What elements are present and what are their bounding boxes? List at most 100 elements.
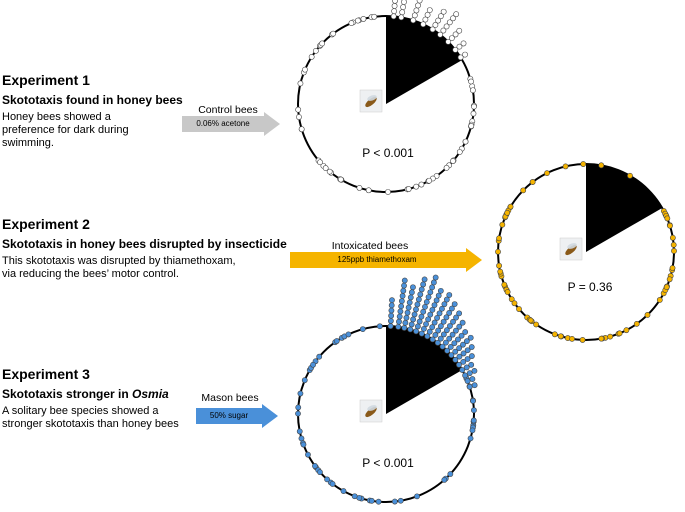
data-point — [516, 306, 522, 312]
data-point — [329, 481, 336, 487]
arrow-1-label: Control bees — [198, 104, 258, 116]
data-point — [300, 441, 307, 448]
data-point — [427, 289, 434, 296]
data-point — [295, 410, 301, 417]
data-point — [387, 318, 394, 324]
data-point — [417, 291, 424, 298]
data-point — [413, 328, 419, 335]
data-point — [413, 306, 419, 313]
data-point — [392, 0, 398, 4]
data-point — [623, 327, 630, 334]
data-point — [453, 11, 460, 18]
data-point — [434, 315, 440, 321]
data-point — [429, 26, 436, 33]
data-point — [446, 292, 453, 298]
data-point — [345, 331, 352, 338]
experiment-1-text: Experiment 1 Skototaxis found in honey b… — [2, 72, 183, 150]
data-point — [440, 318, 447, 325]
data-point — [456, 310, 463, 317]
data-point — [469, 427, 476, 434]
data-point — [418, 313, 425, 320]
data-point — [439, 343, 446, 350]
data-point — [456, 323, 463, 330]
data-point — [305, 451, 311, 458]
data-point — [322, 165, 329, 171]
data-point — [337, 176, 344, 183]
arrow-2 — [290, 248, 482, 272]
experiment-3-description: A solitary bee species showed a stronger… — [2, 405, 179, 430]
data-point — [598, 162, 605, 169]
data-point — [663, 284, 670, 290]
data-point — [467, 334, 474, 341]
data-point — [401, 0, 407, 5]
data-point — [429, 336, 436, 343]
data-point — [467, 435, 474, 442]
data-point — [656, 297, 663, 303]
data-point — [457, 54, 464, 61]
data-point — [471, 382, 478, 389]
data-point — [310, 361, 316, 368]
dark-sector — [386, 16, 463, 104]
data-point — [360, 16, 367, 22]
data-point — [425, 294, 432, 301]
data-point — [462, 329, 469, 335]
data-point — [670, 241, 677, 248]
data-point — [414, 301, 421, 308]
data-point — [452, 356, 459, 363]
experiment-1-subtitle: Skototaxis found in honey bees — [2, 93, 183, 107]
data-point — [387, 323, 394, 330]
data-point — [316, 353, 323, 360]
data-point — [447, 323, 453, 329]
data-point — [450, 318, 456, 325]
data-point — [430, 279, 437, 286]
experiment-2-text: Experiment 2 Skototaxis in honey bees di… — [2, 216, 287, 281]
data-point — [449, 331, 456, 338]
data-point — [385, 189, 391, 195]
data-point — [330, 30, 337, 37]
data-point — [468, 353, 475, 359]
data-point — [317, 469, 323, 476]
data-point — [401, 282, 407, 289]
data-point — [443, 327, 450, 334]
data-point — [354, 17, 361, 24]
data-point — [452, 46, 459, 53]
data-point — [415, 296, 422, 303]
data-point — [456, 353, 463, 360]
bee-wing-icon — [367, 95, 377, 101]
data-point — [416, 0, 423, 4]
data-point — [607, 333, 614, 340]
data-point — [312, 47, 319, 54]
data-point — [443, 164, 450, 171]
data-point — [398, 303, 405, 310]
data-point — [453, 314, 459, 321]
data-point — [411, 12, 418, 19]
data-point — [460, 358, 467, 365]
data-point — [462, 51, 468, 58]
data-point — [451, 301, 458, 307]
data-point — [440, 27, 447, 34]
data-point — [440, 331, 447, 338]
data-point — [441, 477, 448, 483]
data-point — [295, 404, 302, 411]
data-point — [456, 43, 463, 50]
data-point — [633, 320, 640, 327]
data-point — [402, 319, 409, 326]
data-point — [399, 293, 406, 299]
data-point — [569, 335, 575, 342]
data-point — [296, 428, 303, 435]
data-point — [404, 309, 411, 316]
data-point — [443, 23, 450, 30]
data-point — [470, 417, 477, 424]
data-point — [319, 40, 326, 47]
data-point — [395, 323, 402, 330]
data-point — [443, 296, 450, 303]
data-point — [437, 13, 444, 20]
data-point — [471, 103, 477, 110]
data-point — [431, 302, 438, 309]
circle-plot-2 — [495, 161, 677, 343]
data-point — [433, 297, 440, 304]
data-point — [400, 4, 406, 10]
data-point — [435, 17, 442, 24]
data-point — [410, 17, 417, 24]
data-point — [447, 471, 454, 477]
